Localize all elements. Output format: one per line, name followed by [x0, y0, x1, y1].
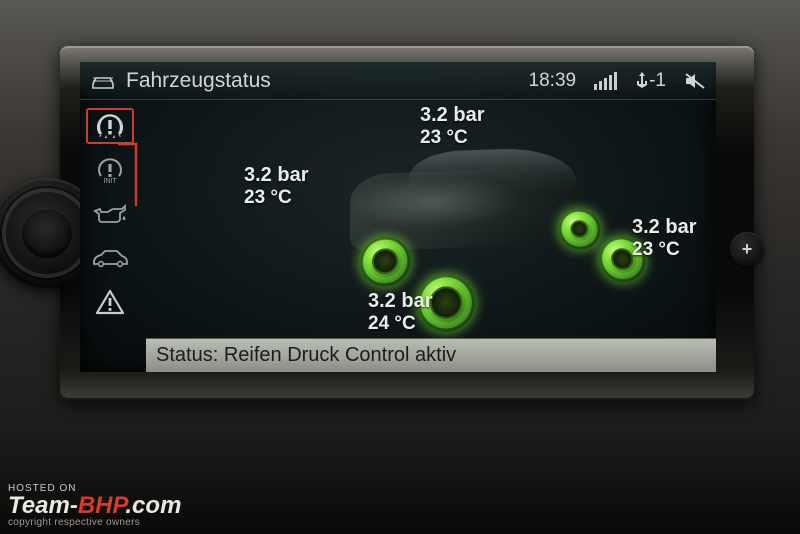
page-title-group: Fahrzeugstatus	[90, 69, 529, 93]
tpms-stage: 3.2 bar 23 °C 3.2 bar 23 °C 3.2 bar 23 °…	[150, 102, 716, 336]
menu-rail: INIT	[86, 108, 140, 320]
infotainment-screen: Fahrzeugstatus 18:39 -1	[80, 62, 716, 372]
watermark: HOSTED ON Team-BHP.com copyright respect…	[8, 484, 181, 528]
wheel-front-left	[360, 236, 411, 288]
tpms-init-icon[interactable]: INIT	[86, 152, 134, 188]
reading-rear-right: 3.2 bar 23 °C	[632, 216, 697, 261]
watermark-tag: copyright respective owners	[8, 518, 181, 528]
oil-icon[interactable]	[86, 196, 134, 232]
mute-icon	[684, 72, 706, 90]
svg-text:INIT: INIT	[103, 178, 117, 184]
vehicle-schematic	[318, 138, 627, 313]
chevron-left-icon: ◀	[26, 226, 35, 240]
status-right: 18:39 -1	[529, 70, 706, 92]
header-bar: Fahrzeugstatus 18:39 -1	[80, 62, 716, 100]
watermark-brand: Team-BHP.com	[8, 494, 181, 518]
car-status-icon	[90, 71, 116, 91]
usb-indicator: -1	[635, 70, 666, 92]
car-icon[interactable]	[86, 240, 134, 276]
page-title: Fahrzeugstatus	[126, 69, 271, 93]
status-label: Status:	[156, 344, 218, 367]
plus-button[interactable]: +	[730, 232, 764, 266]
reading-rear-left: 3.2 bar 24 °C	[368, 290, 433, 335]
chevron-right-icon: ▶	[59, 226, 68, 240]
reading-front-right: 3.2 bar 23 °C	[420, 104, 485, 149]
reading-front-left: 3.2 bar 23 °C	[244, 164, 309, 209]
status-text: Reifen Druck Control aktiv	[224, 344, 456, 367]
status-bar: Status: Reifen Druck Control aktiv	[146, 338, 716, 372]
signal-icon	[594, 72, 617, 90]
usb-label: -1	[649, 70, 666, 91]
warning-icon[interactable]	[86, 284, 134, 320]
tpms-icon[interactable]	[86, 108, 134, 144]
clock: 18:39	[529, 70, 577, 92]
